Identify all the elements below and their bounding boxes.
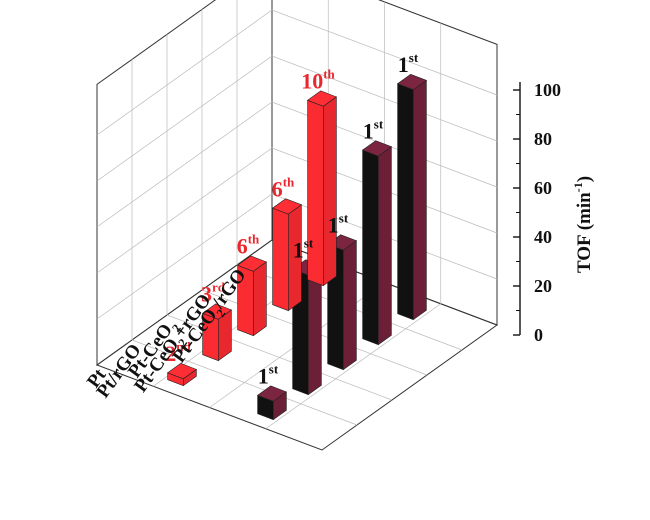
bar-rank-label: 1st <box>398 50 419 77</box>
bar-rank-suffix: st <box>269 362 279 377</box>
y-tick-label: 80 <box>534 129 552 149</box>
bar-rank-number: 3 <box>201 282 212 307</box>
y-tick-label: 100 <box>534 80 561 100</box>
bar-side-face <box>322 96 337 287</box>
chart-bars <box>166 73 428 421</box>
bar-rank-suffix: rd <box>212 280 226 295</box>
bar <box>396 73 428 321</box>
bar-top-face <box>236 255 268 272</box>
y-tick-label: 0 <box>534 325 543 345</box>
y-axis: 0 20 40 60 80 100 TOF (min-1) <box>513 80 595 345</box>
bar-rank-suffix: th <box>283 174 295 189</box>
bar-rank-label: 1st <box>293 235 314 262</box>
bar-side-face <box>307 265 322 396</box>
bar <box>236 255 268 337</box>
bar-rank-number: 1 <box>258 364 269 389</box>
y-axis-title-main: TOF (min <box>574 192 595 273</box>
bar-rank-suffix: nd <box>176 339 191 354</box>
grid-line <box>265 303 441 430</box>
bar-rank-number: 2 <box>165 341 176 366</box>
bar-rank-label: 3rd <box>201 280 226 307</box>
bar-rank-suffix: st <box>409 50 419 65</box>
bar-side-face <box>377 146 392 346</box>
bar-top-face <box>256 385 288 402</box>
bar <box>271 198 303 312</box>
bar-side-face <box>342 240 357 371</box>
bar-rank-label: 1st <box>258 362 279 389</box>
y-axis-title-sup: -1 <box>571 182 585 192</box>
bar-rank-number: 1 <box>363 118 374 143</box>
y-axis-title-close: ) <box>574 176 595 182</box>
grid-line <box>96 9 498 136</box>
y-tick-label: 60 <box>534 178 552 198</box>
bar-rank-label: 10th <box>301 67 335 94</box>
grid-line <box>96 55 498 182</box>
bar-rank-suffix: st <box>304 235 314 250</box>
bar-front-face <box>272 207 289 312</box>
bar <box>306 90 338 287</box>
bar-rank-label: 6th <box>272 174 295 201</box>
y-axis-title: TOF (min-1) <box>571 176 595 273</box>
bar-top-face <box>361 140 393 157</box>
bar-top-face <box>396 73 428 91</box>
y-tick-label: 40 <box>534 227 552 247</box>
bar-rank-number: 6 <box>272 176 283 201</box>
bar-top-face <box>271 198 303 215</box>
bar-rank-label: 2nd <box>165 339 191 366</box>
bar-top-face <box>166 363 198 380</box>
bar-front-face <box>397 83 414 321</box>
bar-side-face <box>412 79 427 321</box>
bar-rank-number: 1 <box>398 52 409 77</box>
bar <box>361 140 393 346</box>
bar-rank-number: 6 <box>237 234 248 259</box>
bar <box>166 363 198 387</box>
bar <box>201 303 233 362</box>
bar-rank-suffix: th <box>248 232 260 247</box>
bar <box>256 385 288 421</box>
y-tick-label: 20 <box>534 276 552 296</box>
bar-front-face <box>362 149 379 346</box>
bar-rank-suffix: st <box>339 210 349 225</box>
bar-rank-suffix: th <box>323 67 335 82</box>
bar-rank-label: 1st <box>363 116 384 143</box>
bar-rank-suffix: st <box>374 116 384 131</box>
bar-rank-number: 10 <box>301 69 323 94</box>
bar-rank-number: 1 <box>293 237 304 262</box>
bar-rank-label: 6th <box>237 232 260 259</box>
bar-rank-label: 1st <box>328 210 349 237</box>
bar-side-face <box>253 261 267 337</box>
bar-top-face <box>306 90 338 107</box>
bar-top-face <box>201 303 233 320</box>
bar-rank-number: 1 <box>328 212 339 237</box>
bar-front-face <box>307 99 324 287</box>
